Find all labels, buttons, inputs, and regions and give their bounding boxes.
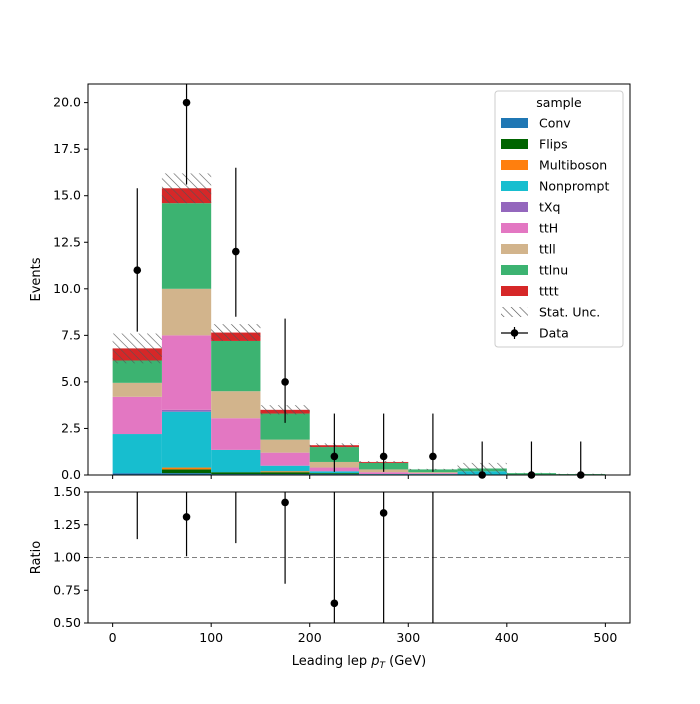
legend-label-txq: tXq [539, 200, 560, 215]
y-tick-label-5: 12.5 [53, 234, 81, 249]
main-plot-area: 0.0 2.5 5.0 7.5 10.0 12.5 15.0 17.5 20.0 Events [29, 83, 631, 482]
main-axes-frame [87, 83, 631, 476]
bar-flips-bin-1 [161, 469, 212, 474]
bar-flips-bin-4 [309, 473, 359, 475]
legend-label-data: Data [539, 326, 569, 341]
legend-label-conv: Conv [539, 116, 571, 131]
ratio-point-1 [182, 513, 191, 521]
legend-swatch-tttt [501, 286, 528, 296]
ratio-plot-area: 0.50 0.75 1.00 1.25 1.50 0 100 200 300 400 500 Rati… [29, 292, 631, 671]
legend-label-ttlnu: ttlnu [539, 263, 568, 278]
ratio-y-tick-label-4: 1.50 [53, 484, 81, 499]
main-y-ticks: 0.0 2.5 5.0 7.5 10.0 12.5 15.0 17.5 20.0 [53, 95, 88, 482]
ratio-y-tick-label-0: 0.50 [53, 615, 81, 630]
legend-swatch-flips [501, 139, 528, 149]
x-tick-label-4: 400 [495, 630, 519, 645]
legend-swatch-txq [501, 202, 528, 212]
x-tick-label-2: 200 [298, 630, 322, 645]
bar-tth-bin-5 [359, 472, 409, 475]
y-tick-label-8: 20.0 [53, 95, 81, 110]
y-tick-label-7: 17.5 [53, 141, 81, 156]
data-point-0 [133, 266, 142, 274]
bar-multiboson-bin-1 [161, 467, 212, 470]
bar-tth-bin-1 [161, 335, 212, 410]
ratio-y-axis-label: Ratio [29, 541, 44, 574]
ratio-point-4 [330, 599, 339, 608]
legend-swatch-ttll [501, 244, 528, 254]
data-point-3 [281, 378, 289, 386]
legend-label-nonprompt: Nonprompt [539, 179, 609, 194]
data-point-6 [429, 452, 437, 461]
legend-label-flips: Flips [539, 137, 568, 152]
legend-title: sample [536, 95, 582, 110]
legend-label-tttt: tttt [539, 284, 559, 299]
y-tick-label-6: 15.0 [53, 188, 81, 203]
legend-swatch-conv [501, 118, 528, 128]
y-tick-label-3: 7.5 [61, 327, 81, 342]
data-point-4 [330, 452, 339, 461]
legend: sample Conv Flips Multiboson Nonprompt tXq ttH… [494, 90, 624, 348]
bar-ttll-bin-1 [161, 288, 212, 336]
y-tick-label-1: 2.5 [61, 420, 81, 435]
bar-flips-bin-3 [260, 472, 310, 475]
bar-multiboson-bin-3 [260, 471, 310, 473]
bar-tth-bin-0 [112, 396, 162, 435]
x-tick-label-1: 100 [199, 630, 223, 645]
x-tick-label-0: 0 [109, 630, 117, 645]
stat-unc-band-bin-0 [112, 333, 162, 364]
ratio-point-5 [379, 509, 388, 517]
bar-ttlnu-bin-0 [112, 360, 162, 383]
stat-unc-band-bin-2 [211, 324, 261, 341]
legend-swatch-tth [501, 223, 528, 233]
y-tick-label-0: 0.0 [61, 467, 81, 482]
data-point-1 [182, 98, 191, 107]
bar-nonprompt-bin-1 [161, 411, 212, 468]
bar-tth-bin-2 [211, 418, 261, 450]
y-axis-label: Events [29, 257, 44, 301]
bar-ttll-bin-3 [260, 439, 310, 453]
bar-tth-bin-3 [260, 452, 310, 466]
data-points [133, 84, 585, 479]
legend-swatch-multiboson [501, 160, 528, 170]
ratio-point-3 [281, 498, 289, 507]
ratio-point-2 [232, 478, 240, 486]
legend-label-ttll: ttll [539, 242, 556, 257]
ratio-y-tick-label-1: 0.75 [53, 582, 81, 597]
bar-flips-bin-2 [211, 472, 261, 475]
x-axis-label: Leading lep pT (GeV) [292, 654, 426, 671]
ratio-points [136, 292, 437, 623]
bar-ttll-bin-2 [211, 391, 261, 419]
ratio-point-6 [429, 292, 437, 300]
bar-nonprompt-bin-3 [260, 465, 310, 472]
legend-label-tth: ttH [539, 221, 558, 236]
x-tick-label-5: 500 [593, 630, 617, 645]
legend-data-marker [510, 329, 519, 337]
bar-txq-bin-1 [161, 409, 212, 412]
bar-nonprompt-bin-4 [309, 471, 359, 474]
y-tick-label-2: 5.0 [61, 374, 81, 389]
x-tick-label-3: 300 [396, 630, 420, 645]
bar-ttlnu-bin-1 [161, 203, 212, 289]
bar-tth-bin-6 [408, 473, 458, 475]
legend-swatch-stat-unc [501, 307, 528, 317]
bar-ttll-bin-6 [408, 472, 458, 474]
legend-label-multiboson: Multiboson [539, 158, 607, 173]
data-point-5 [379, 452, 388, 461]
legend-swatch-ttlnu [501, 265, 528, 275]
ratio-y-tick-label-3: 1.25 [53, 517, 81, 532]
legend-label-stat-unc-: Stat. Unc. [539, 305, 600, 320]
bar-nonprompt-bin-0 [112, 434, 162, 474]
data-point-2 [232, 247, 240, 256]
bar-ttlnu-bin-2 [211, 340, 261, 392]
y-tick-label-4: 10.0 [53, 281, 81, 296]
bar-ttll-bin-0 [112, 382, 162, 397]
legend-swatch-nonprompt [501, 181, 528, 191]
ratio-y-tick-label-2: 1.00 [53, 550, 81, 565]
bar-conv-bin-1 [161, 473, 212, 475]
legend-box [494, 90, 624, 348]
bar-conv-bin-0 [112, 473, 162, 475]
bar-nonprompt-bin-2 [211, 449, 261, 473]
